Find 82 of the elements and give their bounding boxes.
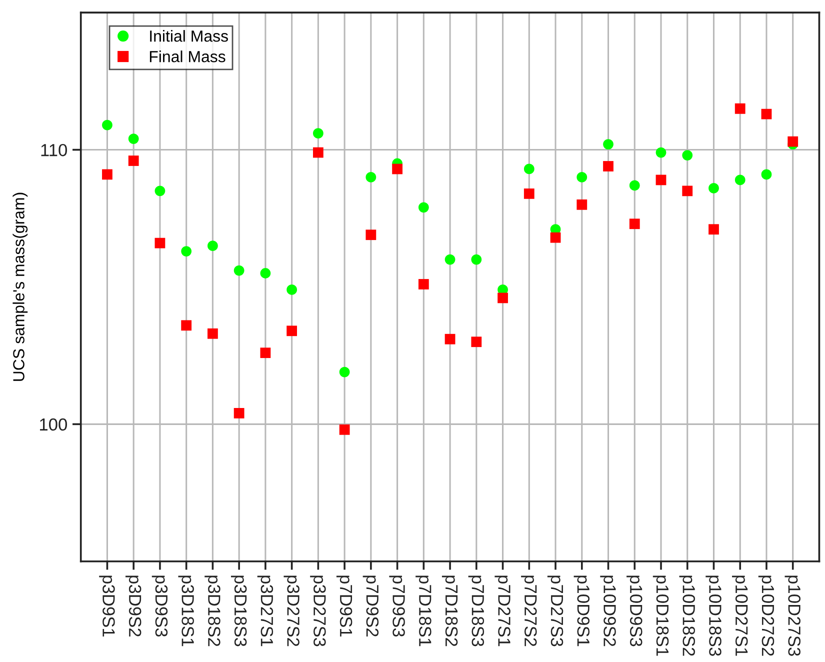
- point: [444, 334, 456, 344]
- point: [234, 265, 244, 276]
- point: [260, 268, 271, 278]
- x-tick-label: p10D18S2: [679, 576, 696, 656]
- x-tick-label: p10D18S3: [706, 576, 722, 656]
- point: [312, 128, 324, 139]
- x-tick-label: p3D18S3: [230, 576, 247, 646]
- point: [656, 174, 666, 186]
- point: [708, 224, 719, 235]
- point: [498, 292, 508, 304]
- x-tick-label: p10D9S2: [600, 576, 616, 646]
- x-tick-label: p3D27S3: [310, 576, 326, 646]
- point: [286, 284, 298, 295]
- point: [524, 188, 534, 199]
- point: [128, 134, 139, 144]
- x-tick-label: p7D9S1: [336, 576, 352, 636]
- legend-label: Initial Mass: [150, 30, 228, 42]
- point: [312, 147, 324, 158]
- x-tick-label: p7D27S1: [494, 576, 510, 646]
- point: [734, 103, 746, 114]
- x-tick-label: p10D27S3: [784, 576, 800, 656]
- point: [761, 108, 772, 120]
- point: [418, 202, 429, 213]
- x-tick-label: p7D27S2: [521, 576, 537, 646]
- point: [392, 164, 402, 174]
- x-tick-label: p10D9S3: [626, 576, 642, 646]
- x-tick-label: p7D9S2: [362, 576, 379, 636]
- point: [656, 147, 666, 158]
- y-axis-title: UCS sample's mass(gram): [12, 192, 28, 381]
- legend-label: Final Mass: [150, 50, 226, 62]
- point: [339, 366, 350, 378]
- point: [260, 348, 271, 358]
- point: [154, 186, 166, 196]
- point: [576, 199, 588, 210]
- point: [128, 156, 139, 166]
- x-tick-label: p7D9S3: [389, 576, 405, 637]
- x-tick-label: p7D18S3: [468, 576, 484, 646]
- point: [234, 408, 244, 418]
- x-tick-label: p10D18S1: [652, 576, 669, 656]
- point: [734, 174, 746, 186]
- x-tick-label: p7D27S3: [547, 576, 564, 646]
- x-tick-label: p3D9S2: [126, 576, 142, 636]
- point: [208, 240, 218, 252]
- x-tick-label: p7D18S1: [416, 576, 432, 646]
- y-tick-label: 100: [40, 418, 67, 431]
- point: [471, 254, 482, 265]
- point: [339, 424, 350, 435]
- x-tick-label: p3D27S2: [284, 576, 300, 646]
- point: [102, 120, 112, 130]
- point: [444, 254, 456, 265]
- point: [629, 180, 640, 191]
- point: [418, 279, 429, 290]
- point: [708, 182, 719, 194]
- point: [524, 164, 534, 174]
- point: [682, 186, 693, 196]
- point: [629, 218, 640, 230]
- point: [788, 136, 798, 147]
- x-tick-label: p3D18S1: [178, 576, 194, 646]
- x-tick-label: p3D18S2: [204, 576, 220, 646]
- point: [208, 328, 218, 339]
- point: [603, 161, 614, 172]
- point: [286, 326, 298, 336]
- x-tick-label: p10D27S2: [758, 576, 774, 656]
- point: [682, 150, 693, 160]
- point: [761, 169, 772, 180]
- point: [154, 238, 166, 248]
- point: [181, 320, 192, 331]
- x-tick-label: p10D9S1: [574, 576, 590, 646]
- x-tick-label: p3D9S3: [152, 576, 168, 637]
- x-tick-label: p10D27S1: [732, 576, 748, 656]
- x-tick-label: p7D18S2: [442, 576, 458, 646]
- point: [102, 169, 112, 180]
- point: [576, 172, 588, 182]
- point: [366, 230, 376, 240]
- point: [181, 246, 192, 256]
- point: [366, 172, 376, 182]
- point: [550, 232, 561, 243]
- point: [471, 336, 482, 348]
- y-tick-label: 110: [41, 144, 67, 156]
- x-tick-label: p3D9S1: [99, 576, 115, 636]
- x-tick-label: p3D27S1: [257, 576, 274, 646]
- point: [603, 139, 614, 150]
